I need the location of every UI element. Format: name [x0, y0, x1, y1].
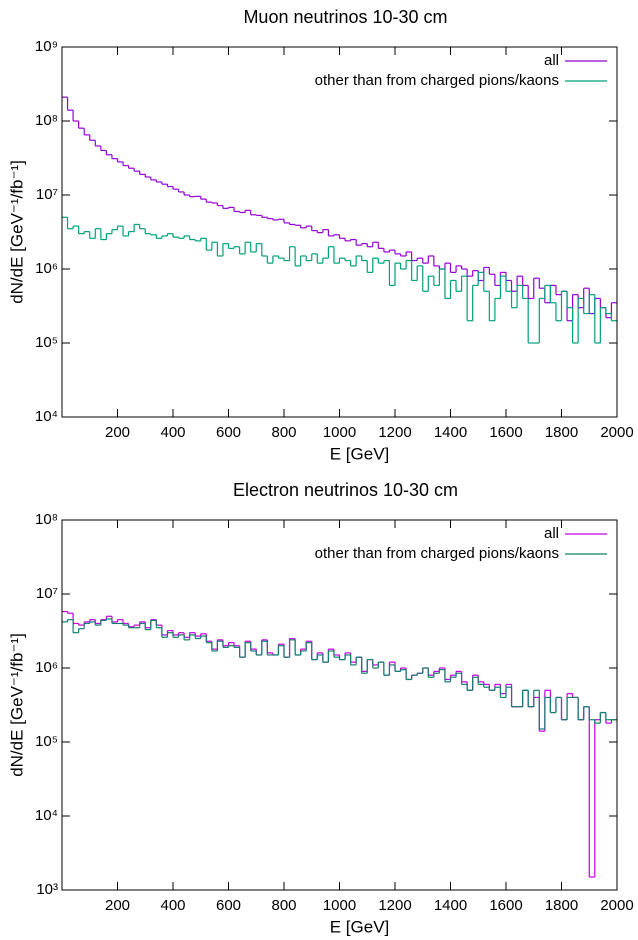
x-tick-label: 1000	[323, 897, 356, 914]
x-tick-label: 2000	[600, 897, 633, 914]
x-tick-label: 600	[216, 424, 241, 441]
y-tick-label: 10⁴	[35, 807, 58, 824]
y-tick-label: 10⁵	[35, 733, 58, 750]
plot-frame	[61, 46, 618, 418]
y-tick-label: 10⁴	[35, 408, 58, 425]
x-tick-label: 1800	[545, 897, 578, 914]
y-tick-label: 10⁸	[35, 511, 58, 528]
x-tick-label: 1200	[378, 897, 411, 914]
step-connector	[66, 217, 613, 343]
y-tick-label: 10⁷	[36, 585, 58, 602]
y-tick-label: 10⁹	[35, 38, 58, 55]
x-tick-label: 800	[271, 424, 296, 441]
y-axis-label: dN/dE [GeV⁻¹/fb⁻¹]	[7, 160, 26, 304]
x-tick-label: 1400	[434, 424, 467, 441]
x-axis-label: E [GeV]	[330, 917, 390, 936]
x-tick-label: 600	[216, 897, 241, 914]
x-tick-label: 200	[105, 424, 130, 441]
plot-frame	[61, 519, 618, 891]
x-tick-label: 1400	[434, 897, 467, 914]
legend-label: all	[544, 525, 559, 542]
x-tick-label: 800	[271, 897, 296, 914]
x-tick-label: 1600	[489, 424, 522, 441]
chart-title: Muon neutrinos 10-30 cm	[243, 7, 447, 27]
y-tick-label: 10⁶	[35, 260, 58, 277]
legend-label: all	[544, 52, 559, 69]
legend-label: other than from charged pions/kaons	[315, 72, 559, 89]
y-tick-label: 10⁵	[35, 334, 58, 351]
x-tick-label: 1800	[545, 424, 578, 441]
y-tick-label: 10³	[36, 881, 58, 898]
x-tick-label: 2000	[600, 424, 633, 441]
step-connector	[66, 611, 613, 877]
y-tick-label: 10⁸	[35, 112, 58, 129]
x-tick-label: 1200	[378, 424, 411, 441]
chart-title: Electron neutrinos 10-30 cm	[233, 480, 458, 500]
y-axis-label: dN/dE [GeV⁻¹/fb⁻¹]	[7, 633, 26, 777]
y-tick-label: 10⁷	[36, 186, 58, 203]
x-tick-label: 400	[160, 424, 185, 441]
step-connector	[66, 618, 607, 729]
x-tick-label: 1600	[489, 897, 522, 914]
x-tick-label: 400	[160, 897, 185, 914]
x-tick-label: 200	[105, 897, 130, 914]
y-tick-label: 10⁶	[35, 659, 58, 676]
step-connector	[66, 97, 613, 321]
x-tick-label: 1000	[323, 424, 356, 441]
x-axis-label: E [GeV]	[330, 444, 390, 463]
legend-label: other than from charged pions/kaons	[315, 545, 559, 562]
